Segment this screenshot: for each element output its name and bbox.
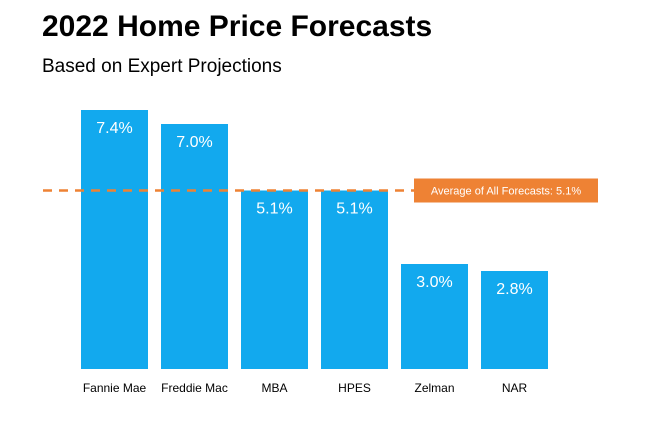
bar-zelman	[401, 264, 468, 369]
bar-fannie-mae	[81, 110, 148, 369]
category-label: Freddie Mac	[161, 381, 228, 395]
chart-title: 2022 Home Price Forecasts	[42, 10, 433, 43]
bar-hpes	[321, 190, 388, 369]
bar-value-label: 5.1%	[256, 201, 292, 218]
average-label-box	[414, 178, 598, 203]
category-label: Zelman	[414, 381, 454, 395]
category-label: NAR	[502, 381, 528, 395]
bar-freddie-mac	[161, 124, 228, 369]
bar-value-label: 7.0%	[176, 134, 212, 151]
bar-mba	[241, 190, 308, 369]
category-label: HPES	[338, 381, 371, 395]
bar-value-label: 5.1%	[336, 201, 372, 218]
bar-value-label: 3.0%	[416, 274, 452, 291]
bar-nar	[481, 271, 548, 369]
category-label: Fannie Mae	[83, 381, 147, 395]
chart-subtitle: Based on Expert Projections	[42, 56, 282, 77]
bar-value-label: 7.4%	[96, 120, 132, 137]
average-label: Average of All Forecasts: 5.1%	[431, 186, 581, 198]
category-label: MBA	[261, 381, 287, 395]
bar-value-label: 2.8%	[496, 281, 532, 298]
